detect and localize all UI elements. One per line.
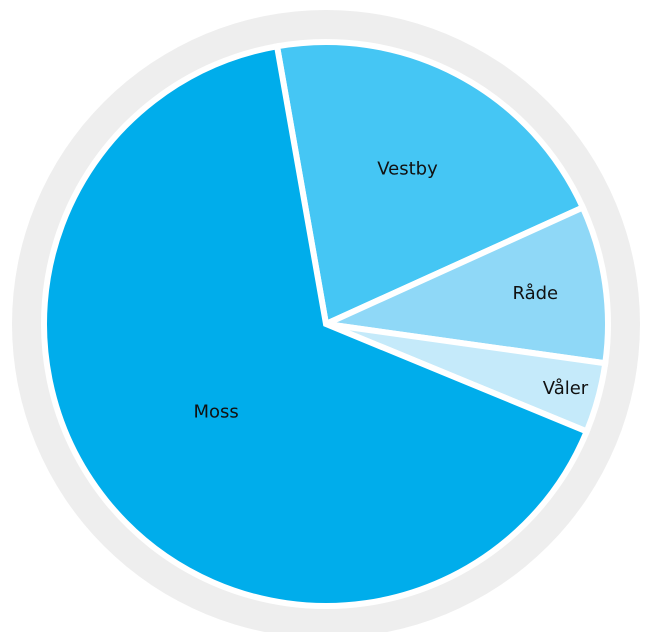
slices-group [41,39,612,609]
pie-slice-vestby [273,39,587,329]
pie-slice-moss [41,42,591,609]
slice-label-moss: Moss [193,401,238,422]
slice-label-våler: Våler [543,378,589,399]
pie-slice-råde [315,203,612,367]
slice-label-råde: Råde [512,283,558,304]
slice-label-vestby: Vestby [377,158,438,179]
labels-group: Vestby Råde Våler Moss [193,158,588,422]
